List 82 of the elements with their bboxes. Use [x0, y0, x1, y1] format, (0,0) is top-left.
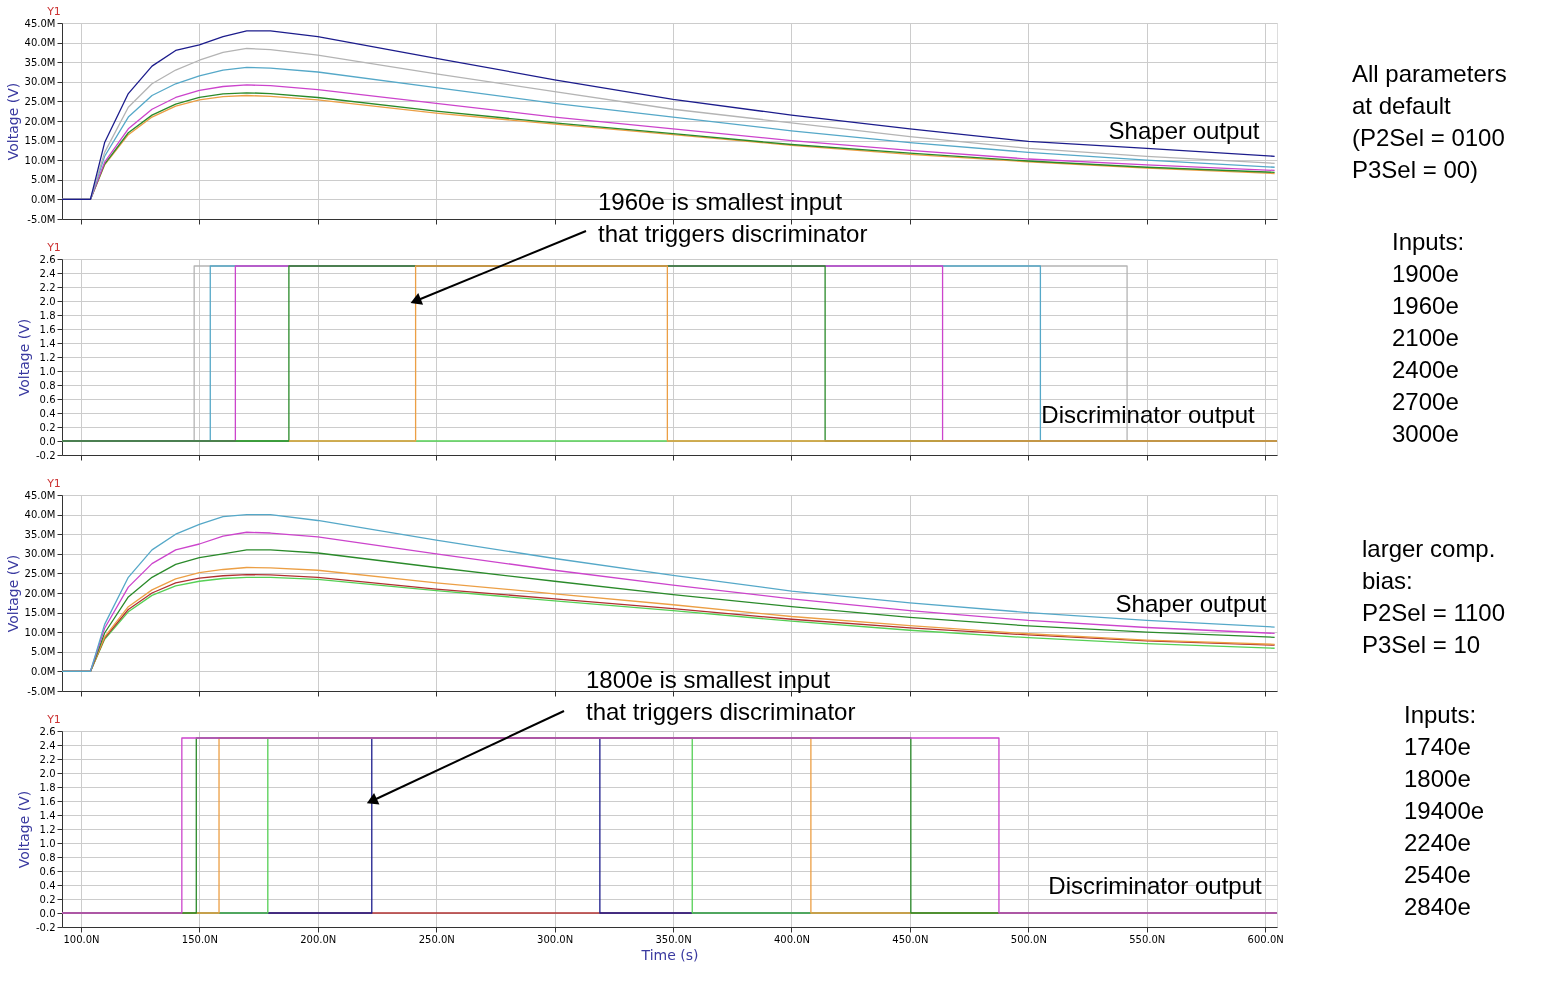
y-tick-label: 0.6 [39, 393, 56, 405]
y-tick-label: 2.2 [39, 281, 56, 293]
y-tick-label: 0.0 [39, 907, 56, 919]
y-tick-label: 1.6 [39, 795, 56, 807]
y-tick-label: 0.8 [39, 851, 56, 863]
y-tick-label: 1.8 [39, 781, 56, 793]
y-tick-label: 45.0M [24, 489, 56, 501]
y-tick-label: 1.8 [39, 309, 56, 321]
text: larger comp. bias: P2Sel = 1100 P3Sel = 10 [1362, 535, 1506, 658]
annotation: Discriminator output [1041, 401, 1256, 428]
y-tick-label: 2.0 [39, 767, 56, 779]
x-tick-label: 350.0N [655, 933, 692, 945]
x-tick-label: 400.0N [773, 933, 811, 945]
annotation: Shaper output [1108, 117, 1260, 144]
y-tick-label: 5.0M [30, 646, 56, 658]
y-axis-title: Voltage (V) [4, 82, 21, 161]
y-tick-label: 1.6 [39, 323, 56, 335]
x-axis-title: Time (s) [640, 946, 699, 963]
y-tick-label: 2.4 [39, 739, 56, 751]
x-tick-label: 100.0N [63, 933, 100, 945]
y-tick-label: 1.2 [39, 823, 56, 835]
y-tick-label: -5.0M [27, 213, 56, 225]
text: All parameters at default (P2Sel = 0100 P3Sel = 00) [1352, 60, 1507, 183]
y-tick-label: 2.2 [39, 753, 56, 765]
y-tick-label: 40.0M [24, 509, 56, 521]
y-tick-label: 0.6 [39, 865, 56, 877]
x-tick-label: 600.0N [1247, 933, 1284, 945]
y-tick-label: -0.2 [35, 921, 56, 933]
y-tick-label: 25.0M [24, 567, 56, 579]
y-tick-label: 0.0 [39, 435, 56, 447]
chart-title: Y1 [46, 713, 61, 726]
y-tick-label: 10.0M [24, 154, 56, 166]
y-tick-label: 35.0M [24, 528, 56, 540]
y-tick-label: 15.0M [24, 135, 56, 147]
y-tick-label: 45.0M [24, 17, 56, 29]
x-tick-label: 300.0N [537, 933, 574, 945]
y-tick-label: 1.0 [39, 837, 56, 849]
chart-title: Y1 [46, 241, 61, 254]
y-tick-label: 20.0M [24, 115, 56, 127]
y-tick-label: 30.0M [24, 76, 56, 88]
y-tick-label: 2.0 [39, 295, 56, 307]
y-tick-label: 10.0M [24, 626, 56, 638]
y-axis-title: Voltage (V) [4, 554, 21, 633]
y-tick-label: 2.6 [39, 253, 56, 265]
x-tick-label: 550.0N [1129, 933, 1166, 945]
y-tick-label: 5.0M [30, 174, 56, 186]
y-tick-label: 0.0M [30, 193, 56, 205]
y-tick-label: 0.2 [39, 421, 56, 433]
y-tick-label: 1.0 [39, 365, 56, 377]
y-tick-label: 35.0M [24, 56, 56, 68]
text: Inputs: 1740e 1800e 19400e 2240e 2540e 2840e [1404, 701, 1485, 920]
y-tick-label: -0.2 [35, 449, 56, 461]
y-tick-label: 40.0M [24, 37, 56, 49]
y-tick-label: 15.0M [24, 607, 56, 619]
y-tick-label: 0.4 [39, 879, 56, 891]
annotation: Shaper output [1115, 590, 1267, 617]
annotation: 1800e is smallest input that triggers discriminator [586, 666, 856, 725]
x-tick-label: 450.0N [892, 933, 929, 945]
y-tick-label: 0.4 [39, 407, 56, 419]
annotation: 1960e is smallest input that triggers discriminator [598, 188, 868, 247]
y-tick-label: 1.4 [39, 337, 56, 349]
chart-title: Y1 [46, 477, 61, 490]
y-axis-title: Voltage (V) [15, 790, 32, 869]
x-tick-label: 150.0N [181, 933, 218, 945]
text: Inputs: 1900e 1960e 2100e 2400e 2700e 3000e [1392, 228, 1465, 447]
y-tick-label: 20.0M [24, 587, 56, 599]
y-tick-label: 2.6 [39, 725, 56, 737]
annotation: Discriminator output [1048, 872, 1263, 899]
y-tick-label: 25.0M [24, 95, 56, 107]
y-tick-label: 0.2 [39, 893, 56, 905]
y-tick-label: 2.4 [39, 267, 56, 279]
y-tick-label: 30.0M [24, 548, 56, 560]
x-tick-label: 500.0N [1010, 933, 1047, 945]
x-tick-label: 200.0N [300, 933, 337, 945]
y-tick-label: -5.0M [27, 685, 56, 697]
y-tick-label: 1.2 [39, 351, 56, 363]
y-tick-label: 1.4 [39, 809, 56, 821]
y-tick-label: 0.0M [30, 665, 56, 677]
x-tick-label: 250.0N [418, 933, 455, 945]
y-tick-label: 0.8 [39, 379, 56, 391]
chart-title: Y1 [46, 5, 61, 18]
y-axis-title: Voltage (V) [15, 318, 32, 397]
